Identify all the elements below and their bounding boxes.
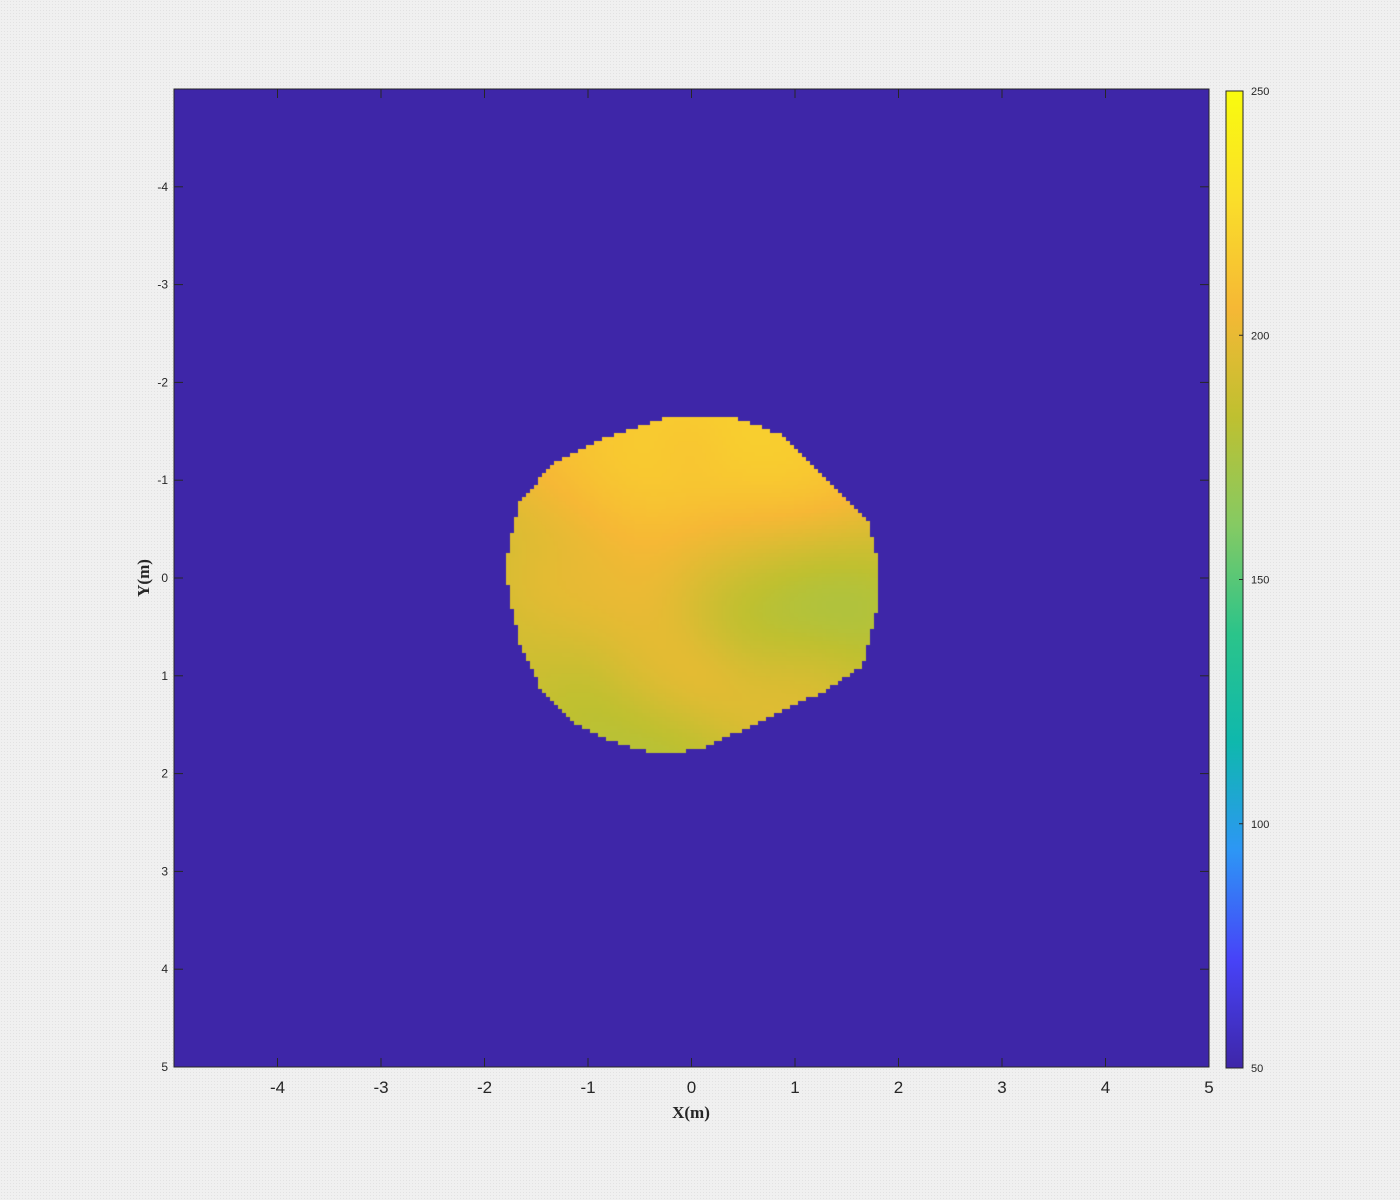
x-tick-label: 4 [1101, 1078, 1110, 1097]
colorbar-gradient [1226, 91, 1243, 1068]
x-tick-label: 3 [997, 1078, 1006, 1097]
plot-area [173, 88, 1210, 1068]
y-tick-label: 5 [161, 1060, 168, 1074]
colorbar-tick-label: 200 [1251, 330, 1269, 342]
heatmap-region [174, 89, 1209, 1067]
y-tick-label: 2 [161, 767, 168, 781]
colorbar: 50 100 150 200 250 [1225, 86, 1269, 1075]
y-axis: -4 -3 -2 -1 0 1 2 3 4 5 [157, 180, 1209, 1074]
x-tick-label: 0 [687, 1078, 696, 1097]
x-axis: -4 -3 -2 -1 0 1 2 3 4 5 [270, 89, 1214, 1097]
y-tick-label: -1 [157, 473, 168, 487]
x-tick-label: -3 [373, 1078, 388, 1097]
x-tick-label: 5 [1204, 1078, 1213, 1097]
colorbar-tick-label: 250 [1251, 86, 1269, 98]
colorbar-tick-label: 100 [1251, 819, 1269, 831]
y-tick-label: 3 [161, 864, 168, 878]
y-tick-label: -2 [157, 375, 168, 389]
colorbar-tick-label: 150 [1251, 575, 1269, 587]
x-tick-label: -2 [477, 1078, 492, 1097]
x-axis-label: X(m) [672, 1103, 710, 1122]
y-tick-label: 4 [161, 962, 168, 976]
colorbar-ticks: 50 100 150 200 250 [1239, 86, 1269, 1075]
x-tick-label: -4 [270, 1078, 285, 1097]
x-tick-label: 1 [790, 1078, 799, 1097]
y-tick-label: 0 [161, 571, 168, 585]
y-axis-label: Y(m) [134, 559, 153, 597]
x-tick-label: 2 [894, 1078, 903, 1097]
y-tick-label: -3 [157, 278, 168, 292]
y-tick-label: -4 [157, 180, 168, 194]
y-tick-label: 1 [161, 669, 168, 683]
colorbar-tick-label: 50 [1251, 1063, 1263, 1075]
x-tick-label: -1 [580, 1078, 595, 1097]
